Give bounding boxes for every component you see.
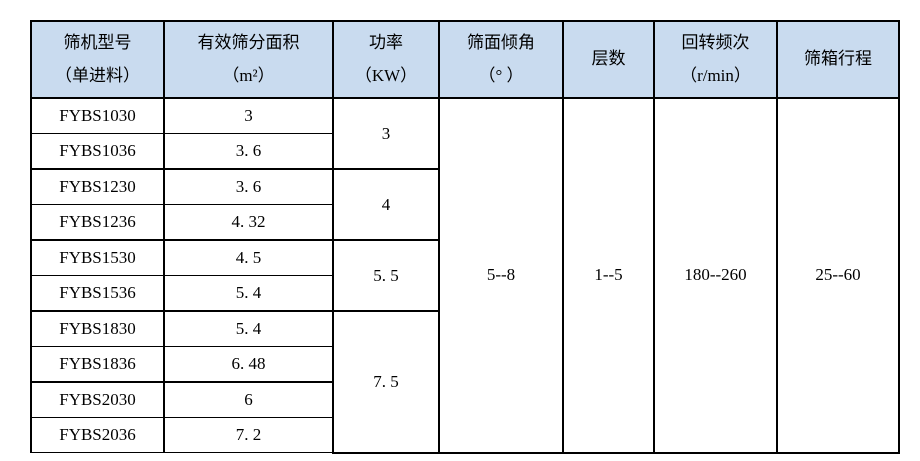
header-row: 筛机型号 （单进料） 有效筛分面积 （m²） 功率 （KW） 筛面倾角 （° ）… (30, 20, 900, 99)
cell-area: 6 (163, 381, 334, 418)
column-header-frequency: 回转频次 （r/min） (653, 20, 778, 99)
cell-model: FYBS1536 (30, 275, 165, 312)
table-row: FYBS1530 4. 5 5. 5 (30, 239, 899, 312)
header-label: 层数 (591, 49, 626, 69)
cell-stroke: 25--60 (776, 97, 900, 454)
header-unit: （r/min） (680, 65, 751, 85)
cell-area: 7. 2 (163, 417, 334, 453)
cell-area: 4. 32 (163, 204, 334, 241)
header-label: 有效筛分面积 (197, 33, 300, 53)
cell-model: FYBS1036 (30, 133, 165, 170)
cell-area: 5. 4 (163, 310, 334, 347)
cell-area: 5. 4 (163, 275, 334, 312)
column-header-layers: 层数 (562, 20, 655, 99)
cell-incline: 5--8 (438, 97, 564, 454)
cell-model: FYBS1530 (30, 239, 165, 276)
cell-model: FYBS2036 (30, 417, 165, 453)
table-row: FYBS1236 4. 32 (30, 204, 899, 241)
cell-layers: 1--5 (562, 97, 655, 454)
header-unit: （KW） (354, 65, 418, 85)
cell-model: FYBS1236 (30, 204, 165, 241)
column-header-area: 有效筛分面积 （m²） (163, 20, 334, 99)
cell-power-group: 4 (332, 168, 440, 241)
header-label: 回转频次 (681, 33, 750, 53)
cell-area: 3. 6 (163, 133, 334, 170)
column-header-model: 筛机型号 （单进料） (30, 20, 165, 99)
header-label: 筛面倾角 (467, 33, 535, 53)
column-header-stroke: 筛箱行程 (776, 20, 900, 99)
cell-power-group: 7. 5 (332, 310, 440, 454)
table-row: FYBS1230 3. 6 4 (30, 168, 899, 241)
table-row: FYBS2036 7. 2 (30, 417, 899, 453)
table-row: FYBS1830 5. 4 7. 5 (30, 310, 899, 454)
cell-area: 6. 48 (163, 346, 334, 383)
table-row: FYBS1036 3. 6 (30, 133, 899, 170)
spec-table-container: 筛机型号 （单进料） 有效筛分面积 （m²） 功率 （KW） 筛面倾角 （° ）… (30, 20, 900, 454)
table-row: FYBS1836 6. 48 (30, 346, 899, 383)
spec-table: 筛机型号 （单进料） 有效筛分面积 （m²） 功率 （KW） 筛面倾角 （° ）… (30, 20, 900, 454)
table-row: FYBS1030 3 3 5--8 1--5 180--260 25--60 (30, 97, 900, 454)
cell-model: FYBS1230 (30, 168, 165, 205)
header-unit: （单进料） (55, 65, 140, 85)
column-header-power: 功率 （KW） (332, 20, 440, 99)
header-label: 筛箱行程 (804, 49, 872, 69)
cell-model: FYBS1836 (30, 346, 165, 383)
header-label: 功率 (369, 33, 403, 53)
cell-power-group: 3 (332, 97, 440, 170)
cell-power-group: 5. 5 (332, 239, 440, 312)
header-unit: （m²） (222, 65, 275, 85)
header-unit: （° ） (478, 65, 524, 85)
cell-area: 3 (163, 97, 334, 134)
header-label: 筛机型号 (63, 33, 132, 53)
cell-model: FYBS1030 (30, 97, 165, 134)
column-header-incline: 筛面倾角 （° ） (438, 20, 564, 99)
cell-model: FYBS1830 (30, 310, 165, 347)
cell-area: 4. 5 (163, 239, 334, 276)
cell-area: 3. 6 (163, 168, 334, 205)
table-row: FYBS2030 6 (30, 381, 899, 418)
table-row: FYBS1536 5. 4 (30, 275, 899, 312)
cell-frequency: 180--260 (653, 97, 778, 454)
cell-model: FYBS2030 (30, 381, 165, 418)
